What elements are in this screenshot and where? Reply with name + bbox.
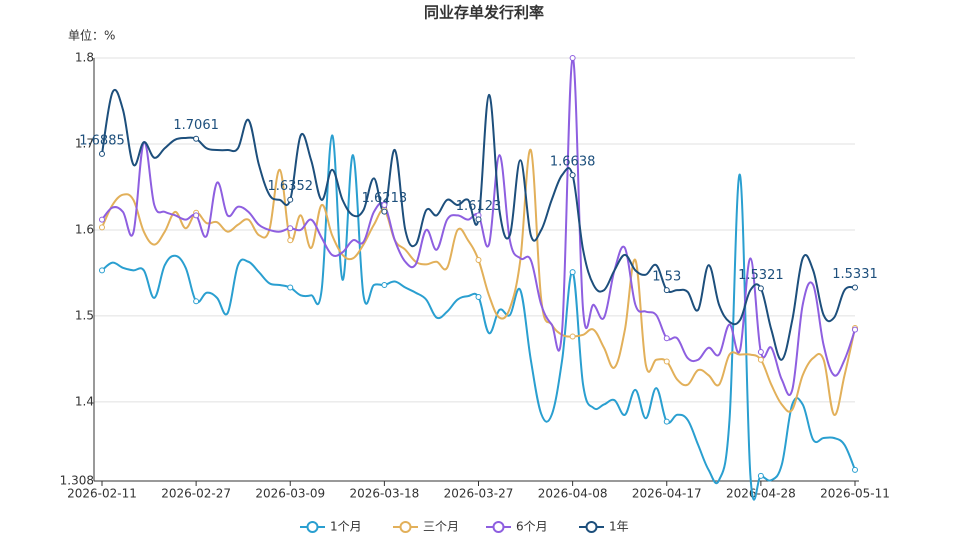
value-label: 1.5331	[832, 267, 878, 282]
legend-symbol	[399, 521, 412, 533]
legend-label: 三个月	[423, 520, 459, 534]
legend-item[interactable]: 1个月	[300, 520, 362, 534]
y-tick-label: 1.308	[60, 474, 94, 488]
point	[193, 135, 200, 142]
point	[193, 212, 200, 219]
point	[852, 326, 858, 333]
y-axis-label: 单位：%	[68, 28, 115, 43]
point	[99, 150, 105, 157]
chart-title: 同业存单发行利率	[424, 4, 544, 22]
x-tick-label: 2026-02-27	[161, 487, 231, 501]
x-tick-label: 2026-04-08	[538, 487, 608, 501]
point	[757, 472, 764, 479]
legend-item[interactable]: 6个月	[486, 520, 548, 534]
point	[569, 333, 576, 340]
point	[99, 216, 105, 223]
point	[475, 257, 482, 264]
point	[287, 196, 294, 203]
series-line	[101, 134, 856, 501]
x-tick-label: 2026-03-09	[255, 487, 325, 501]
point	[381, 281, 388, 288]
x-tick-label: 2026-02-11	[67, 487, 137, 501]
y-tick-label: 1.8	[75, 51, 94, 65]
legend-label: 6个月	[516, 520, 548, 534]
legend-symbol	[492, 521, 505, 533]
point	[193, 298, 200, 305]
point	[663, 358, 670, 365]
series-line	[101, 56, 856, 397]
point	[99, 267, 105, 274]
series-line	[101, 88, 856, 361]
legend-symbol	[585, 521, 598, 533]
legend-symbol	[306, 521, 319, 533]
y-tick-label: 1.4	[75, 394, 94, 408]
legend-item[interactable]: 三个月	[393, 520, 459, 534]
point	[99, 224, 105, 231]
point	[852, 466, 858, 473]
point	[287, 237, 294, 244]
series-line	[101, 148, 856, 416]
value-label: 1.6885	[79, 133, 125, 148]
value-label: 1.5321	[738, 268, 784, 283]
point	[287, 284, 294, 291]
point	[757, 356, 764, 363]
legend-label: 1年	[609, 520, 629, 534]
point	[757, 349, 764, 356]
y-tick-label: 1.5	[75, 308, 94, 322]
value-label: 1.6352	[268, 179, 314, 194]
x-tick-label: 2026-04-17	[632, 487, 702, 501]
x-tick-label: 2026-03-27	[444, 487, 514, 501]
value-label: 1.6213	[362, 191, 408, 206]
point	[569, 269, 576, 276]
point	[381, 208, 388, 215]
y-tick-label: 1.6	[75, 222, 94, 236]
point	[475, 294, 482, 301]
point	[475, 216, 482, 223]
point	[663, 287, 670, 294]
value-label: 1.7061	[173, 118, 219, 133]
point	[663, 418, 670, 425]
point	[852, 284, 858, 291]
point	[757, 285, 764, 292]
legend-label: 1个月	[330, 520, 362, 534]
point	[569, 55, 576, 61]
point	[381, 202, 388, 209]
point	[287, 225, 294, 232]
x-tick-label: 2026-05-11	[820, 487, 890, 501]
y-tick-label: 1.7	[75, 136, 94, 150]
value-label: 1.6123	[456, 199, 502, 214]
x-tick-label: 2026-03-18	[350, 487, 420, 501]
value-label: 1.53	[652, 270, 681, 285]
point	[569, 172, 576, 179]
point	[663, 335, 670, 342]
value-label: 1.6638	[550, 155, 596, 170]
x-tick-label: 2026-04-28	[726, 487, 796, 501]
legend-item[interactable]: 1年	[579, 520, 629, 534]
